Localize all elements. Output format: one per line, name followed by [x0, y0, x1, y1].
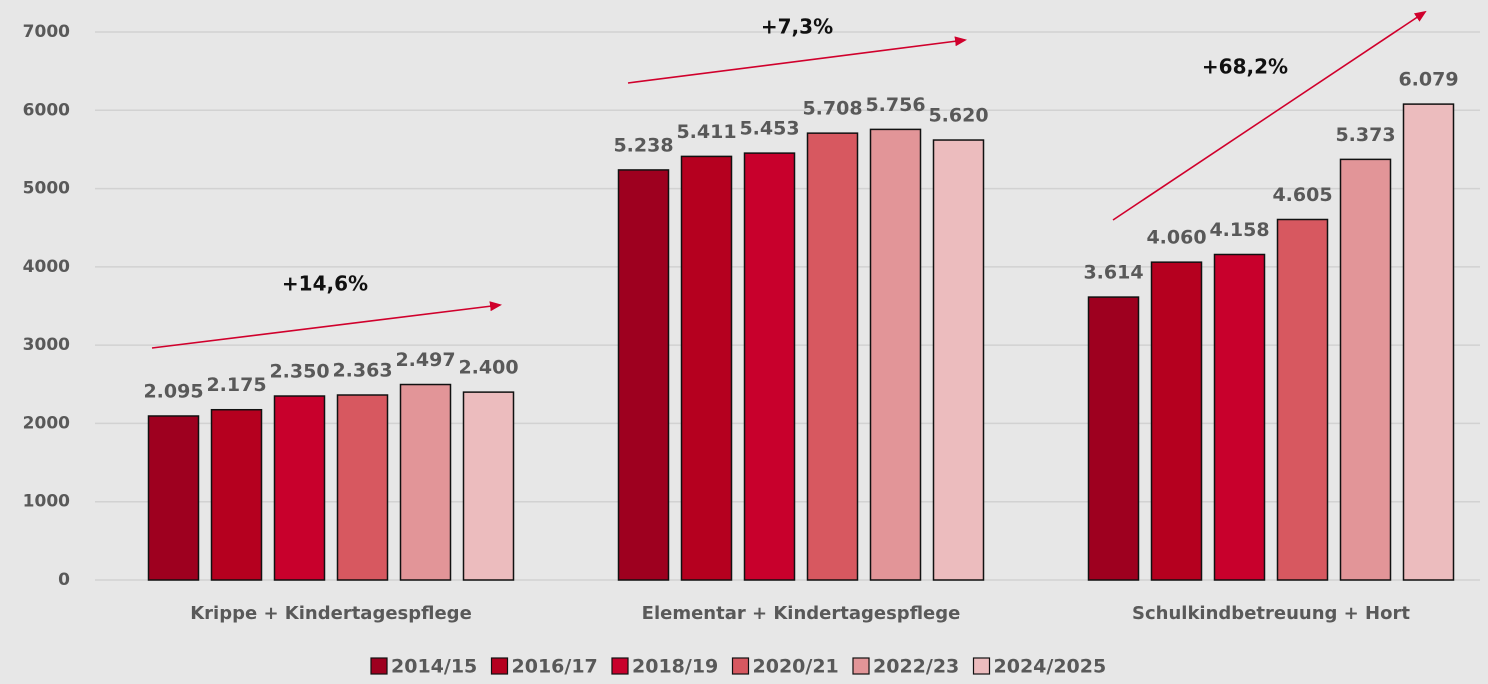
- y-tick-label: 0: [58, 570, 70, 590]
- legend-swatch: [972, 657, 991, 675]
- trend-arrow: [1112, 10, 1427, 221]
- trend-arrow: [627, 36, 967, 84]
- data-label: 5.373: [1335, 124, 1395, 146]
- trend-arrow: [151, 301, 502, 349]
- data-label: 5.238: [613, 134, 673, 156]
- bar: [399, 383, 452, 581]
- bar: [806, 132, 859, 581]
- data-label: 5.453: [739, 118, 799, 140]
- bar: [1150, 261, 1203, 581]
- legend-label: 2018/19: [632, 656, 718, 678]
- bar: [743, 152, 796, 581]
- y-tick-label: 7000: [23, 22, 70, 42]
- bar: [932, 139, 985, 581]
- bar: [680, 155, 733, 581]
- legend-label: 2014/15: [391, 656, 477, 678]
- data-label: 4.060: [1146, 227, 1206, 249]
- y-tick-label: 1000: [23, 492, 70, 512]
- x-tick-label: Krippe + Kindertagespflege: [190, 603, 472, 624]
- data-label: 3.614: [1083, 262, 1143, 284]
- legend-label: 2024/2025: [994, 656, 1107, 678]
- annotation: +7,3%: [761, 15, 833, 39]
- y-tick-label: 6000: [23, 100, 70, 120]
- bar: [147, 415, 200, 581]
- x-tick-label: Schulkindbetreuung + Hort: [1132, 603, 1410, 624]
- data-label: 2.095: [143, 380, 203, 402]
- data-label: 5.411: [676, 121, 736, 143]
- data-label: 2.363: [332, 360, 392, 382]
- legend-swatch: [852, 657, 870, 675]
- annotation: +14,6%: [282, 272, 368, 296]
- legend-swatch: [490, 657, 509, 675]
- y-tick-label: 5000: [23, 179, 70, 199]
- bar: [1339, 158, 1392, 581]
- data-label: 4.605: [1272, 184, 1332, 206]
- data-label: 5.708: [802, 98, 862, 120]
- annotation: +68,2%: [1202, 55, 1288, 79]
- data-label: 2.175: [206, 374, 266, 396]
- legend-label: 2016/17: [512, 656, 598, 678]
- data-label: 4.158: [1209, 219, 1269, 241]
- data-label: 6.079: [1398, 69, 1458, 91]
- data-label: 2.350: [269, 361, 329, 383]
- data-label: 2.400: [458, 357, 518, 379]
- bar: [1276, 218, 1329, 581]
- bar: [336, 394, 389, 581]
- bar: [1213, 253, 1266, 581]
- bar: [210, 408, 263, 581]
- y-tick-label: 2000: [23, 413, 70, 433]
- bar: [273, 395, 326, 581]
- x-tick-label: Elementar + Kindertagespflege: [642, 603, 961, 624]
- legend-label: 2022/23: [873, 656, 959, 678]
- y-tick-label: 3000: [23, 335, 70, 355]
- legend-swatch: [611, 657, 629, 675]
- data-label: 2.497: [395, 349, 455, 371]
- legend-swatch: [731, 657, 750, 675]
- bar: [1087, 296, 1140, 581]
- bar: [617, 169, 670, 581]
- y-tick-label: 4000: [23, 257, 70, 277]
- bar: [462, 391, 515, 581]
- bar: [869, 128, 922, 581]
- data-label: 5.756: [865, 94, 925, 116]
- bar: [1402, 103, 1455, 581]
- legend-label: 2020/21: [753, 656, 839, 678]
- legend-swatch: [370, 657, 388, 675]
- data-label: 5.620: [928, 105, 988, 127]
